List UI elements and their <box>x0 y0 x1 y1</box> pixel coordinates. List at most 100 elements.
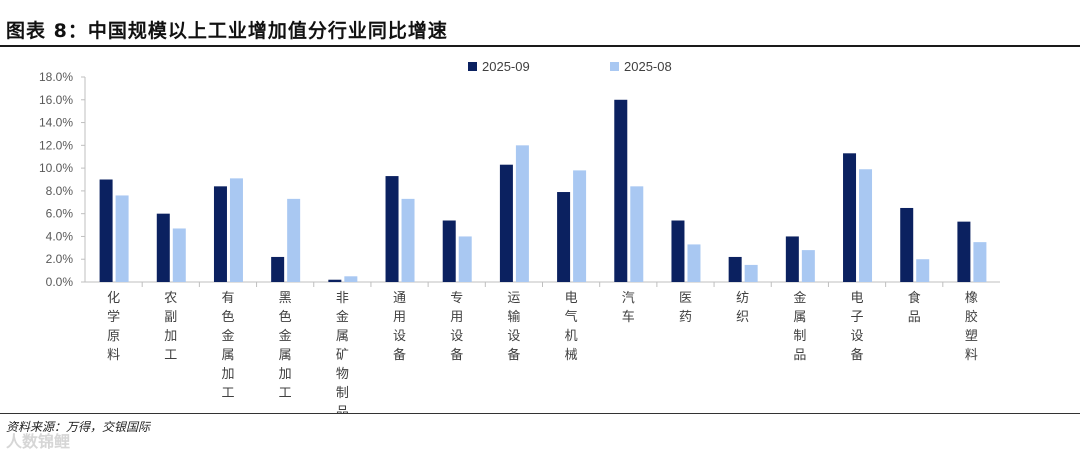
x-category-label: 属 <box>221 348 234 363</box>
x-category-label: 设 <box>393 329 406 344</box>
bar-2025-08 <box>687 244 701 282</box>
x-category-label: 通 <box>393 291 406 306</box>
footer-divider <box>0 413 1080 414</box>
bar-2025-08 <box>973 242 987 282</box>
bar-2025-08 <box>573 170 587 282</box>
x-category-label: 子 <box>851 310 864 325</box>
x-category-label: 汽 <box>622 291 635 306</box>
y-tick-label: 16.0% <box>39 93 73 107</box>
x-category-label: 料 <box>965 348 978 363</box>
x-category-label: 气 <box>565 309 578 325</box>
x-category-label: 备 <box>450 347 463 363</box>
bar-2025-08 <box>630 186 644 282</box>
y-tick-label: 2.0% <box>46 252 74 266</box>
x-category-label: 工 <box>221 386 234 401</box>
bar-2025-08 <box>172 228 186 282</box>
x-category-label: 专 <box>450 291 463 306</box>
bar-2025-09 <box>156 213 170 282</box>
x-category-label: 电 <box>851 291 864 306</box>
legend-swatch <box>468 62 477 71</box>
x-category-label: 色 <box>221 309 234 325</box>
x-category-label: 制 <box>336 386 349 401</box>
x-category-label: 农 <box>164 291 177 306</box>
x-category-label: 织 <box>736 310 749 325</box>
x-category-label: 医 <box>679 291 692 306</box>
legend-label: 2025-08 <box>624 59 672 74</box>
y-tick-label: 10.0% <box>39 161 73 175</box>
x-category-label: 品 <box>336 405 349 413</box>
x-category-label: 加 <box>279 367 292 382</box>
bar-2025-09 <box>213 186 227 282</box>
x-category-label: 纺 <box>736 291 749 306</box>
bar-2025-09 <box>328 279 342 282</box>
x-category-label: 学 <box>107 309 120 325</box>
x-category-label: 金 <box>279 328 292 344</box>
x-category-label: 工 <box>164 348 177 363</box>
bar-2025-09 <box>614 99 628 283</box>
bar-chart: 0.0% 2.0% 4.0% 6.0% 8.0% 10.0% 12.0% 14.0% 16.0%… <box>39 59 1000 413</box>
x-category-label: 属 <box>279 348 292 363</box>
source-note: 资料来源：万得，交银国际 <box>6 420 151 434</box>
x-category-label: 设 <box>507 329 520 344</box>
bar-2025-08 <box>744 264 758 282</box>
bar-2025-09 <box>499 164 513 282</box>
y-tick-label: 6.0% <box>46 207 74 221</box>
bar-2025-08 <box>287 198 301 282</box>
bar-2025-09 <box>843 153 857 282</box>
x-category-label: 设 <box>450 329 463 344</box>
bar-2025-09 <box>957 221 971 282</box>
x-category-label: 有 <box>221 291 234 306</box>
y-tick-label: 4.0% <box>46 229 74 243</box>
x-category-label: 械 <box>565 348 578 363</box>
bar-2025-08 <box>458 236 472 282</box>
legend-swatch <box>610 62 619 71</box>
x-category-label: 黑 <box>279 291 292 306</box>
x-category-label: 用 <box>393 310 406 325</box>
x-category-label: 机 <box>565 329 578 344</box>
x-category-label: 加 <box>221 367 234 382</box>
bar-2025-09 <box>557 192 571 282</box>
title-divider <box>0 45 1080 47</box>
y-tick-label: 14.0% <box>39 116 73 130</box>
chart-title: 图表 8：中国规模以上工业增加值分行业同比增速 <box>6 20 448 42</box>
bar-2025-09 <box>99 179 113 282</box>
x-category-label: 橡 <box>965 291 978 306</box>
bar-2025-08 <box>115 195 129 282</box>
x-category-label: 金 <box>221 328 234 344</box>
bar-2025-08 <box>229 178 243 282</box>
x-category-label: 制 <box>793 329 806 344</box>
x-category-label: 工 <box>279 386 292 401</box>
bar-2025-08 <box>344 276 358 282</box>
x-category-label: 设 <box>851 329 864 344</box>
bar-2025-08 <box>859 169 873 282</box>
x-category-label: 塑 <box>965 329 978 344</box>
bar-2025-09 <box>785 236 799 282</box>
x-category-label: 料 <box>107 348 120 363</box>
y-tick-label: 18.0% <box>39 70 73 84</box>
x-category-label: 运 <box>507 291 520 306</box>
x-category-label: 化 <box>107 291 120 306</box>
bar-2025-08 <box>916 259 930 282</box>
y-tick-label: 0.0% <box>46 275 74 289</box>
legend-label: 2025-09 <box>482 59 530 74</box>
x-category-label: 用 <box>450 310 463 325</box>
watermark: 人数锦鲤 <box>6 432 71 451</box>
x-category-label: 副 <box>164 310 177 325</box>
x-category-label: 矿 <box>336 348 349 363</box>
x-category-label: 胶 <box>965 309 978 325</box>
x-category-label: 品 <box>793 348 806 363</box>
x-category-label: 物 <box>336 367 349 382</box>
bar-2025-08 <box>401 198 415 282</box>
bar-2025-09 <box>671 220 685 282</box>
x-category-label: 输 <box>507 309 520 325</box>
bar-2025-09 <box>728 256 742 282</box>
x-category-label: 加 <box>164 329 177 344</box>
x-category-label: 电 <box>565 291 578 306</box>
x-category-label: 备 <box>393 347 406 363</box>
x-category-label: 车 <box>622 309 635 325</box>
bar-2025-08 <box>801 250 815 282</box>
x-category-label: 属 <box>793 310 806 325</box>
bar-2025-09 <box>442 220 456 282</box>
x-category-label: 备 <box>507 347 520 363</box>
bar-2025-08 <box>515 145 529 282</box>
